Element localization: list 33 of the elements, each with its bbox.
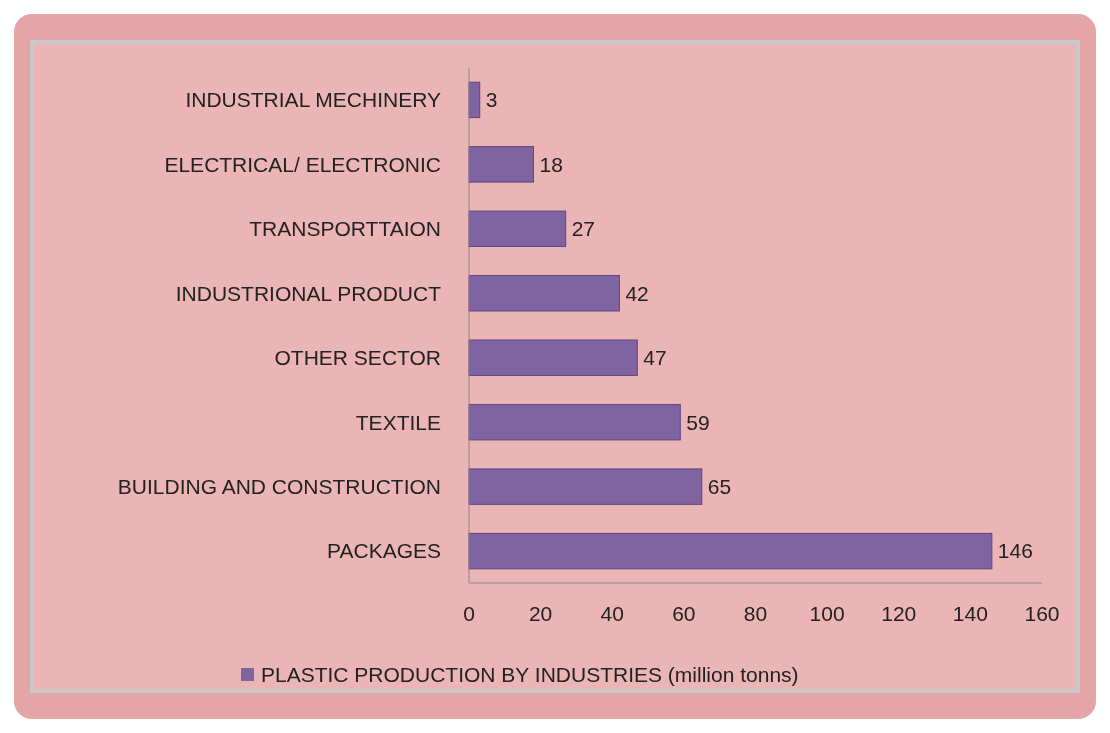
x-tick-label: 80 xyxy=(743,602,768,625)
y-tick-label: BUILDING AND CONSTRUCTION xyxy=(117,474,441,498)
data-label: 18 xyxy=(539,152,563,176)
data-label: 146 xyxy=(997,539,1033,563)
data-label: 27 xyxy=(571,217,596,241)
y-tick-label: OTHER SECTOR xyxy=(274,346,441,370)
x-tick-label: 100 xyxy=(809,602,845,625)
bar xyxy=(468,532,993,570)
y-tick-label: TEXTILE xyxy=(355,410,441,434)
y-tick-label: INDUSTRIONAL PRODUCT xyxy=(175,281,442,305)
x-tick-label: 60 xyxy=(672,602,696,625)
y-tick-label: INDUSTRIAL MECHINERY xyxy=(185,88,441,112)
data-label: 59 xyxy=(686,410,710,434)
bar xyxy=(468,403,681,441)
x-tick-label: 40 xyxy=(600,602,624,625)
y-tick-label: ELECTRICAL/ ELECTRONIC xyxy=(164,152,441,176)
data-label: 65 xyxy=(707,474,732,498)
bar xyxy=(468,210,567,248)
bar xyxy=(468,468,703,505)
data-label: 47 xyxy=(643,346,667,370)
x-tick-label: 120 xyxy=(881,602,917,625)
y-tick-label: TRANSPORTTAION xyxy=(249,217,441,241)
data-label: 3 xyxy=(485,88,498,112)
bar xyxy=(468,275,620,312)
legend-label: PLASTIC PRODUCTION BY INDUSTRIES (million tonns) xyxy=(261,663,799,687)
x-tick-label: 140 xyxy=(952,602,988,625)
x-tick-label: 20 xyxy=(528,602,553,625)
bar xyxy=(468,339,638,376)
data-label: 42 xyxy=(625,281,649,305)
x-tick-label: 160 xyxy=(1024,602,1060,625)
x-tick-label: 0 xyxy=(463,602,475,625)
y-tick-label: PACKAGES xyxy=(327,539,441,563)
bar xyxy=(468,146,534,183)
